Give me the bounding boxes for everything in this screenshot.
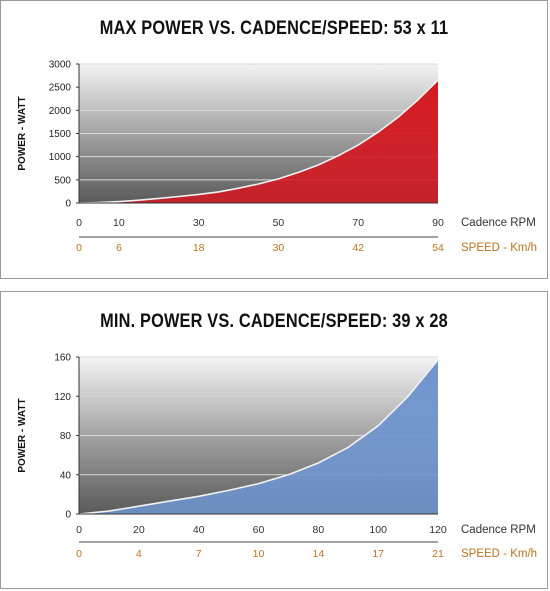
- speed-tick-label: 6: [116, 242, 122, 254]
- y-tick-label: 3000: [49, 60, 72, 71]
- y-tick-label: 2000: [49, 106, 72, 117]
- y-tick-label: 0: [65, 199, 71, 210]
- cadence-tick-label: 20: [133, 524, 145, 536]
- speed-tick-label: 30: [273, 242, 285, 254]
- y-tick-label: 500: [54, 175, 71, 186]
- chart-title: MIN. POWER VS. CADENCE/SPEED: 39 x 28: [100, 311, 448, 332]
- cadence-axis-label: Cadence RPM: [461, 217, 536, 229]
- cadence-tick-label: 0: [76, 524, 82, 536]
- power-curve: [78, 359, 439, 515]
- cadence-tick-label: 120: [429, 524, 447, 536]
- y-tick-label: 120: [54, 392, 71, 403]
- y-tick-label: 40: [60, 470, 72, 481]
- max-power-panel: MAX POWER VS. CADENCE/SPEED: 53 x 11 0 50…: [0, 0, 548, 279]
- speed-tick-label: 10: [253, 548, 265, 560]
- cadence-tick-label: 70: [352, 217, 364, 229]
- speed-tick-label: 42: [352, 242, 364, 254]
- speed-tick-label: 7: [196, 548, 202, 560]
- speed-tick-label: 18: [193, 242, 205, 254]
- cadence-tick-label: 80: [312, 524, 324, 536]
- min-power-panel: MIN. POWER VS. CADENCE/SPEED: 39 x 28 0 4…: [0, 291, 548, 589]
- chart-title: MAX POWER VS. CADENCE/SPEED: 53 x 11: [99, 18, 449, 39]
- y-tick-label: 1000: [49, 152, 72, 163]
- speed-axis-label: SPEED - Km/h: [461, 548, 537, 560]
- y-tick-label: 80: [60, 431, 72, 442]
- cadence-tick-label: 40: [193, 524, 205, 536]
- y-tick-label: 1500: [49, 129, 72, 140]
- power-curve: [78, 79, 439, 204]
- speed-axis-label: SPEED - Km/h: [461, 242, 537, 254]
- power-area: [79, 359, 438, 514]
- cadence-tick-label: 10: [113, 217, 125, 229]
- cadence-tick-label: 30: [193, 217, 205, 229]
- cadence-tick-label: 50: [273, 217, 285, 229]
- power-area: [79, 80, 438, 203]
- cadence-tick-label: 100: [369, 524, 387, 536]
- y-tick-label: 160: [54, 353, 71, 364]
- speed-tick-label: 17: [372, 548, 384, 560]
- y-tick-label: 0: [65, 510, 71, 521]
- y-axis-title: POWER - WATT: [17, 96, 28, 170]
- cadence-tick-label: 60: [253, 524, 265, 536]
- speed-tick-label: 0: [76, 242, 82, 254]
- y-tick-label: 2500: [49, 83, 72, 94]
- speed-tick-label: 0: [76, 548, 82, 560]
- speed-tick-label: 14: [312, 548, 324, 560]
- speed-tick-label: 4: [136, 548, 142, 560]
- cadence-tick-label: 0: [76, 217, 82, 229]
- cadence-tick-label: 90: [432, 217, 444, 229]
- cadence-axis-label: Cadence RPM: [461, 524, 536, 536]
- y-axis-title: POWER - WATT: [17, 398, 28, 472]
- speed-tick-label: 21: [432, 548, 444, 560]
- speed-tick-label: 54: [432, 242, 444, 254]
